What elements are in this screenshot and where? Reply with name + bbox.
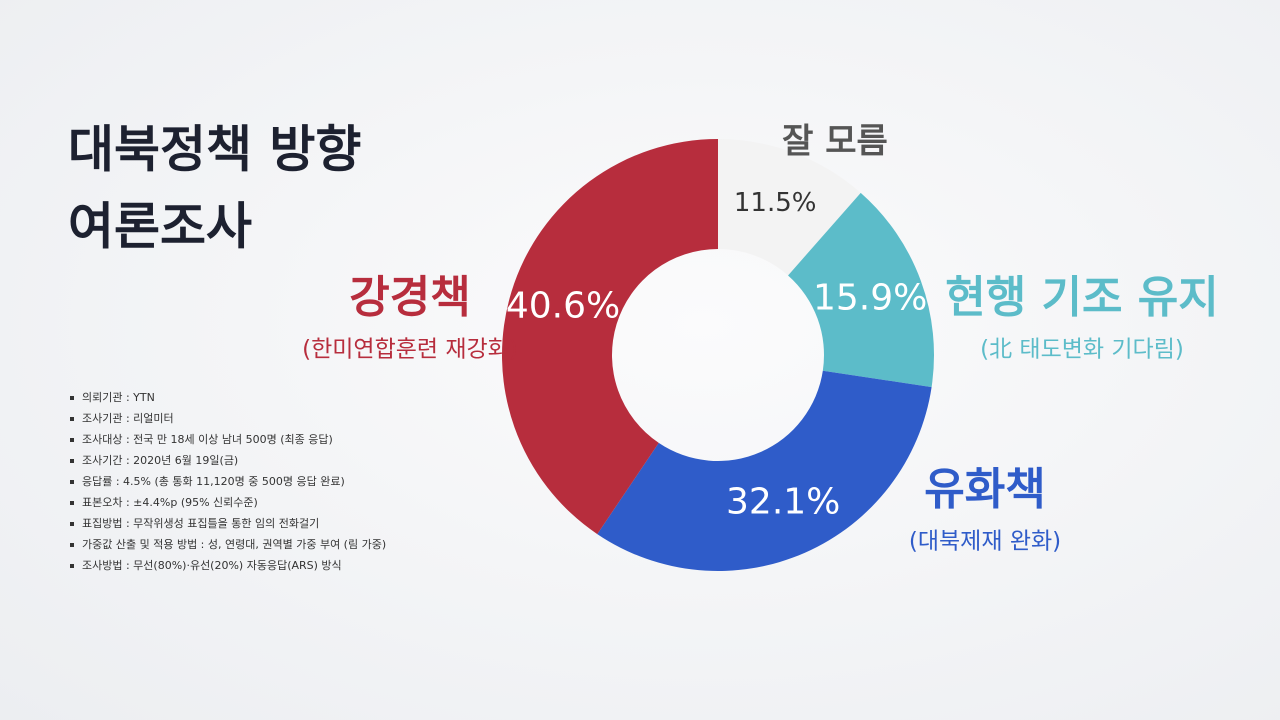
note: 표본오차 : ±4.4%p (95% 신뢰수준) bbox=[82, 496, 258, 509]
note: 조사기관 : 리얼미터 bbox=[82, 411, 174, 425]
note-bullet bbox=[70, 459, 74, 463]
category-label: 강경책 bbox=[349, 272, 470, 323]
donut-slice bbox=[788, 192, 934, 388]
note-bullet bbox=[70, 480, 74, 484]
note-bullet bbox=[70, 564, 74, 568]
donut-slice bbox=[718, 139, 861, 276]
note: 조사방법 : 무선(80%)·유선(20%) 자동응답(ARS) 방식 bbox=[82, 559, 342, 572]
note: 의뢰기관 : YTN bbox=[82, 391, 155, 404]
note: 조사기간 : 2020년 6월 19일(금) bbox=[82, 453, 238, 467]
category-label: 잘 모름 bbox=[782, 122, 888, 162]
donut-slice bbox=[597, 370, 932, 571]
note: 표집방법 : 무작위생성 표집틀을 통한 임의 전화걸기 bbox=[82, 517, 319, 530]
note: 가중값 산출 및 적용 방법 : 성, 연령대, 권역별 가중 부여 (림 가중… bbox=[82, 538, 386, 551]
category-sublabel: (대북제재 완화) bbox=[909, 529, 1061, 555]
note-bullet bbox=[70, 501, 74, 505]
value-label: 32.1% bbox=[726, 481, 840, 522]
value-label: 40.6% bbox=[506, 286, 620, 327]
value-label: 15.9% bbox=[813, 277, 927, 318]
note-bullet bbox=[70, 396, 74, 400]
donut-slice bbox=[501, 138, 718, 535]
note-bullet bbox=[70, 522, 74, 526]
category-sublabel: (한미연합훈련 재강화) bbox=[302, 337, 518, 363]
note-bullet bbox=[70, 417, 74, 421]
chart-title: 대북정책 방향 bbox=[68, 121, 361, 179]
category-sublabel: (北 태도변화 기다림) bbox=[980, 337, 1184, 363]
category-label: 현행 기조 유지 bbox=[945, 272, 1219, 323]
note-bullet bbox=[70, 438, 74, 442]
note-bullet bbox=[70, 543, 74, 547]
chart-title: 여론조사 bbox=[68, 198, 252, 256]
note: 응답률 : 4.5% (총 통화 11,120명 중 500명 응답 완료) bbox=[82, 475, 345, 488]
note: 조사대상 : 전국 만 18세 이상 남녀 500명 (최종 응답) bbox=[82, 433, 333, 446]
category-label: 유화책 bbox=[924, 464, 1045, 515]
value-label: 11.5% bbox=[734, 188, 817, 218]
